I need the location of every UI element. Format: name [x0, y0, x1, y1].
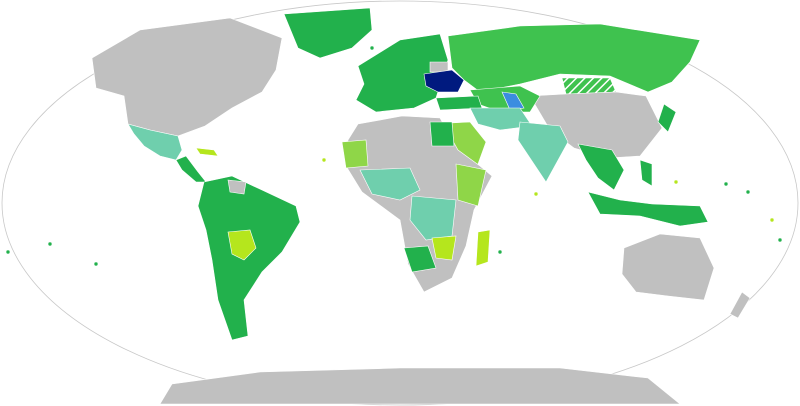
- ukraine: [423, 69, 465, 93]
- east-africa: [455, 163, 487, 207]
- korea-japan: [657, 103, 677, 133]
- madagascar: [475, 229, 491, 267]
- island: [369, 45, 375, 51]
- europe: [355, 33, 449, 113]
- island: [533, 191, 539, 197]
- island: [723, 181, 729, 187]
- indonesia: [587, 191, 709, 227]
- new-zealand: [729, 291, 751, 319]
- island: [47, 241, 53, 247]
- belarus: [429, 61, 449, 73]
- island: [769, 217, 775, 223]
- island: [93, 261, 99, 267]
- west-africa: [359, 167, 421, 201]
- hatched-territory: [561, 77, 617, 95]
- australia: [621, 233, 715, 301]
- philippines: [639, 159, 653, 187]
- uzbekistan: [501, 91, 525, 111]
- greenland: [283, 7, 373, 59]
- guianas: [227, 179, 247, 195]
- caribbean: [195, 147, 219, 157]
- india: [517, 121, 569, 183]
- north-west-africa: [341, 139, 369, 169]
- egypt: [429, 121, 455, 147]
- south-america: [197, 175, 301, 341]
- island: [673, 179, 679, 185]
- north-america: [91, 17, 283, 137]
- southeast-asia: [577, 143, 625, 191]
- island: [5, 249, 11, 255]
- southern-africa: [403, 245, 437, 273]
- bolivia: [227, 229, 257, 261]
- island: [777, 237, 783, 243]
- southeast-africa: [431, 235, 457, 261]
- island: [497, 249, 503, 255]
- antarctica: [159, 367, 681, 405]
- middle-east: [469, 107, 533, 131]
- russia: [447, 23, 701, 93]
- island: [745, 189, 751, 195]
- island: [321, 157, 327, 163]
